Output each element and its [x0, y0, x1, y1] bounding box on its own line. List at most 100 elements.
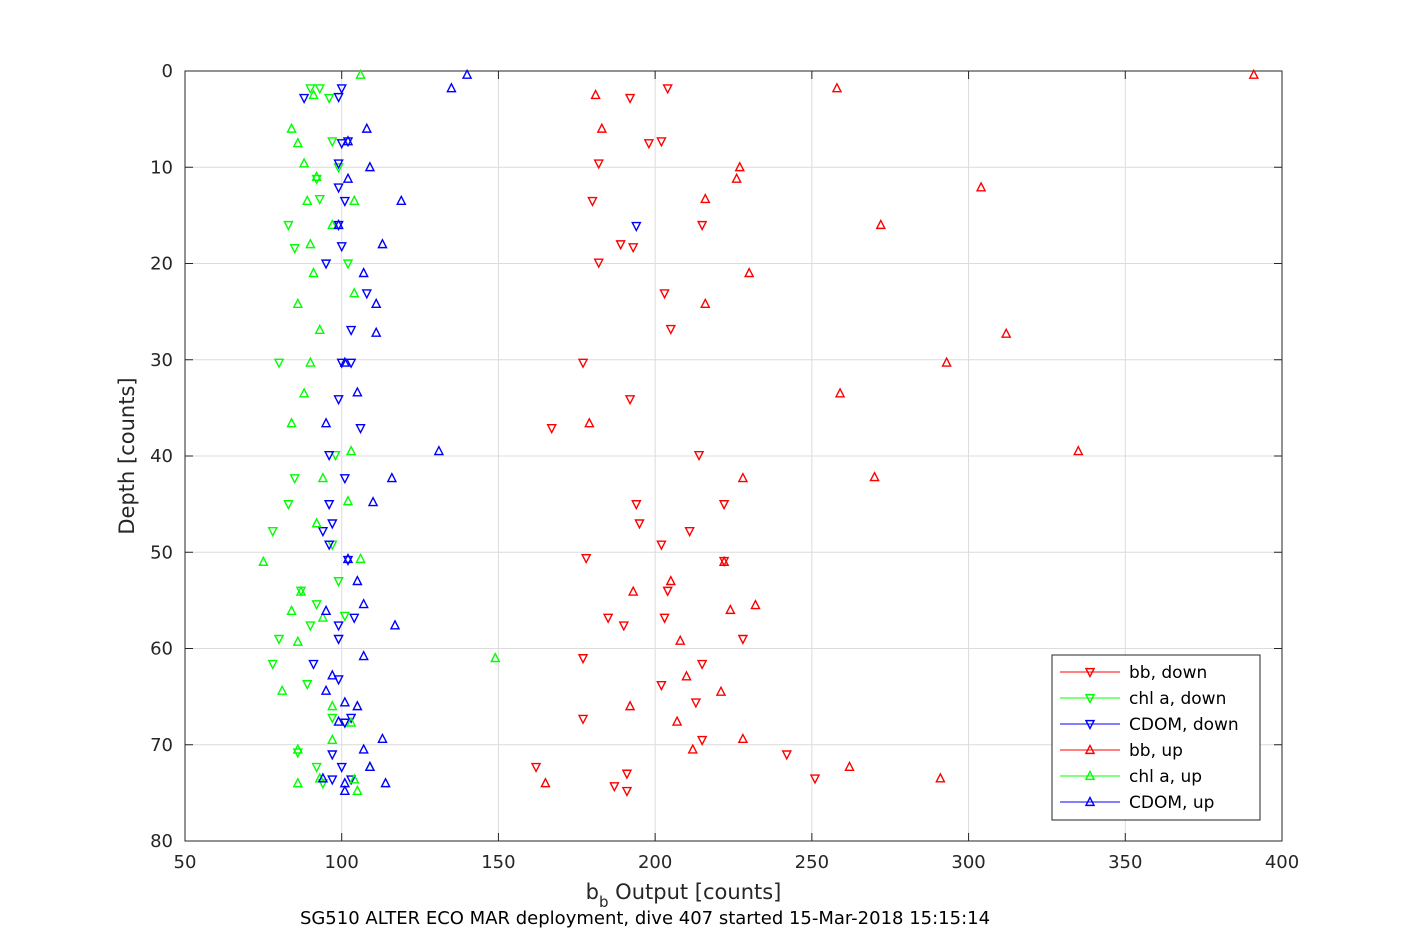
data-point: [317, 472, 329, 483]
data-point: [659, 613, 670, 624]
data-point: [643, 139, 655, 150]
y-tick-label: 50: [150, 542, 173, 563]
data-point: [305, 84, 316, 95]
data-point: [339, 611, 351, 622]
data-point: [336, 762, 347, 773]
data-point: [286, 122, 297, 133]
data-point: [327, 750, 338, 761]
data-point: [305, 356, 316, 367]
data-point: [355, 552, 366, 564]
data-point: [809, 774, 821, 785]
data-point: [283, 220, 294, 232]
data-point: [621, 786, 633, 797]
data-point: [349, 287, 360, 298]
data-point: [327, 775, 338, 786]
data-point: [446, 82, 457, 93]
data-point: [624, 93, 636, 104]
data-point: [295, 585, 307, 596]
data-point: [298, 93, 310, 104]
data-point: [342, 135, 354, 146]
data-point: [339, 718, 351, 729]
data-point: [314, 194, 325, 206]
data-point: [327, 713, 338, 724]
data-point: [320, 684, 332, 695]
data-point: [333, 577, 344, 588]
data-point: [665, 324, 677, 335]
data-point: [725, 603, 736, 615]
legend-marker: [1084, 667, 1096, 679]
data-point: [345, 445, 357, 456]
data-point: [308, 659, 319, 670]
data-point: [1073, 445, 1084, 456]
x-tick-label: 200: [638, 852, 672, 873]
data-point: [286, 417, 297, 428]
series-0: [530, 84, 821, 797]
data-point: [781, 750, 792, 761]
data-point: [696, 220, 708, 232]
data-point: [323, 540, 335, 551]
data-point: [361, 122, 372, 133]
data-point: [731, 172, 742, 183]
data-point: [289, 474, 300, 485]
data-point: [389, 619, 401, 630]
data-point: [327, 733, 338, 745]
data-point: [333, 621, 344, 632]
data-point: [311, 762, 322, 773]
legend-entry: chl a, down: [1129, 689, 1226, 709]
data-point: [975, 181, 987, 192]
data-point: [292, 635, 304, 646]
data-point: [662, 84, 673, 95]
data-point: [317, 527, 329, 538]
data-point: [671, 715, 683, 726]
data-point: [734, 161, 745, 172]
data-point: [546, 424, 557, 435]
legend-marker: [1084, 769, 1096, 781]
data-point: [743, 267, 755, 278]
data-point: [358, 650, 369, 661]
data-point: [314, 84, 325, 95]
data-point: [333, 163, 344, 174]
data-point: [618, 621, 629, 632]
data-point: [320, 604, 332, 616]
x-axis-label: bb Output [counts]: [586, 880, 782, 911]
data-point: [302, 194, 313, 206]
data-point: [631, 500, 642, 511]
data-point: [656, 540, 667, 551]
data-point: [700, 297, 711, 308]
data-point: [305, 621, 316, 632]
data-point: [377, 732, 388, 744]
legend-box: [1051, 654, 1261, 821]
data-point: [433, 445, 445, 456]
data-point: [323, 500, 335, 511]
x-tick-label: 250: [795, 852, 829, 873]
y-tick-label: 60: [150, 639, 173, 660]
data-point: [530, 762, 542, 773]
data-point: [367, 496, 379, 507]
data-point: [327, 669, 338, 680]
data-point: [634, 519, 645, 530]
data-point: [461, 68, 473, 79]
data-point: [358, 743, 369, 754]
data-point: [696, 735, 708, 746]
data-point: [718, 500, 730, 511]
series-2: [298, 84, 642, 786]
data-point: [349, 613, 360, 624]
data-point: [737, 732, 749, 744]
data-point: [656, 137, 667, 148]
data-point: [875, 218, 887, 230]
legend-marker: [1084, 719, 1096, 731]
y-tick-label: 40: [150, 446, 173, 467]
data-point: [687, 743, 698, 754]
data-point: [584, 417, 595, 428]
y-axis-label: Depth [counts]: [115, 377, 139, 534]
data-point: [349, 773, 360, 784]
data-point: [292, 743, 304, 754]
data-point: [364, 760, 376, 771]
data-point: [941, 356, 952, 367]
data-point: [333, 159, 344, 170]
y-tick-label: 70: [150, 735, 173, 756]
legend-marker: [1084, 693, 1096, 705]
data-point: [327, 519, 338, 530]
data-point: [311, 600, 322, 611]
